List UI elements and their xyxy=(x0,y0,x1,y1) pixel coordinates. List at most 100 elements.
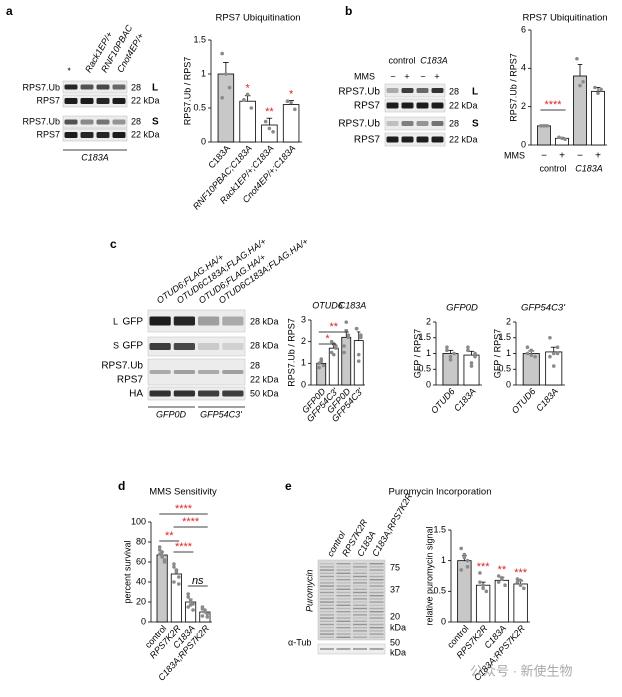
band xyxy=(369,636,384,638)
label: ns xyxy=(192,575,204,587)
data-point xyxy=(321,363,326,368)
data-point xyxy=(176,575,181,579)
data-point xyxy=(581,79,585,84)
band xyxy=(353,566,367,568)
label: 1.5 xyxy=(418,332,431,342)
label: 2 xyxy=(506,316,511,326)
band xyxy=(320,569,334,571)
label: OTUD6 xyxy=(312,300,343,310)
label: C183A xyxy=(420,55,448,65)
label: RPS7.Ub / RPS7 xyxy=(508,53,518,122)
data-point xyxy=(186,592,191,596)
label: 0 xyxy=(521,139,526,149)
band xyxy=(320,611,334,613)
data-point xyxy=(551,351,556,356)
data-point xyxy=(342,350,346,355)
blot xyxy=(317,643,386,655)
band xyxy=(149,390,171,397)
band xyxy=(353,636,367,638)
label: − xyxy=(541,151,547,162)
data-point xyxy=(465,558,470,563)
band xyxy=(353,611,367,613)
band xyxy=(320,563,334,565)
band xyxy=(173,316,195,326)
bar xyxy=(239,100,256,143)
label: kDa xyxy=(390,622,406,632)
label: 22 kDa xyxy=(131,95,160,105)
label: − xyxy=(577,151,583,162)
data-point xyxy=(500,576,504,580)
band xyxy=(369,611,384,613)
label: **** xyxy=(544,99,562,111)
data-point xyxy=(578,83,582,88)
label: 75 xyxy=(390,562,400,572)
band xyxy=(416,88,429,93)
band xyxy=(173,390,195,397)
band xyxy=(112,84,126,90)
band xyxy=(369,601,384,603)
data-point xyxy=(529,353,534,357)
data-point xyxy=(599,87,603,92)
band xyxy=(369,566,384,568)
label: + xyxy=(595,151,601,162)
band xyxy=(336,607,351,610)
label: percent survival xyxy=(122,540,132,603)
band xyxy=(401,121,414,126)
label: 0 xyxy=(141,616,146,626)
data-point xyxy=(496,580,501,584)
band xyxy=(353,585,367,587)
blot xyxy=(147,386,246,401)
data-point xyxy=(267,126,272,131)
band xyxy=(112,132,126,138)
band xyxy=(353,588,367,590)
data-point xyxy=(563,137,567,142)
data-point xyxy=(157,545,162,549)
band xyxy=(336,588,351,590)
band xyxy=(353,630,367,632)
band xyxy=(353,569,367,571)
label: *** xyxy=(477,561,491,573)
label: * xyxy=(245,82,250,94)
label: RPS7.Ub xyxy=(338,87,380,98)
label: 6 xyxy=(521,24,526,34)
data-point xyxy=(481,583,485,587)
data-point xyxy=(220,96,224,100)
band xyxy=(336,566,351,568)
band xyxy=(416,121,429,126)
label: ** xyxy=(265,106,274,118)
band xyxy=(431,121,444,126)
data-point xyxy=(478,571,482,575)
data-point xyxy=(465,565,470,569)
label: OTUD6 xyxy=(510,386,538,415)
band xyxy=(353,617,367,619)
data-point xyxy=(484,589,489,594)
blot xyxy=(147,358,246,386)
data-point xyxy=(186,595,191,599)
label: 0 xyxy=(506,379,511,389)
label: 0.5 xyxy=(418,364,431,374)
band xyxy=(369,614,384,616)
data-point xyxy=(445,345,449,350)
label: + xyxy=(434,71,439,81)
blot xyxy=(384,116,446,131)
label: RPS7 Ubiquitination xyxy=(522,13,607,24)
band xyxy=(431,102,444,109)
label: 28 xyxy=(250,360,260,370)
bar xyxy=(463,354,480,386)
label: GFP0D xyxy=(156,409,187,419)
data-point xyxy=(525,351,530,356)
band xyxy=(222,370,244,374)
label: 1 xyxy=(301,358,306,368)
band xyxy=(353,620,367,622)
data-point xyxy=(445,348,449,353)
label: 0 xyxy=(201,136,206,146)
band xyxy=(336,630,351,632)
band xyxy=(369,563,384,565)
label: + xyxy=(404,71,409,81)
band xyxy=(353,595,367,597)
label: 2 xyxy=(301,336,306,346)
band xyxy=(222,390,244,397)
data-point xyxy=(317,365,321,370)
blot xyxy=(384,98,446,113)
